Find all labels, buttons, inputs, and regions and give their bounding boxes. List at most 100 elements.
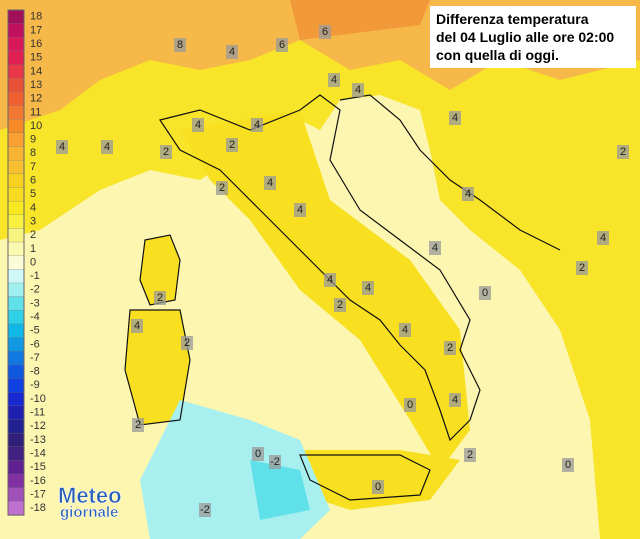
- peninsula: [180, 110, 470, 470]
- contour-label-box: [56, 140, 68, 154]
- contour-label: 4: [452, 112, 458, 124]
- contour-label-box: [174, 38, 186, 52]
- legend-swatch: [7, 487, 25, 503]
- contour-label: 2: [620, 146, 626, 158]
- contour-label-box: [334, 298, 346, 312]
- legend-label: 5: [30, 188, 36, 200]
- legend-label: 11: [30, 106, 41, 118]
- legend-label: 9: [30, 134, 36, 146]
- legend-swatch: [7, 378, 25, 393]
- contour-label-box: [252, 447, 264, 461]
- legend-label: -11: [30, 407, 45, 419]
- contour-label-box: [462, 187, 474, 201]
- legend-swatch: [7, 337, 25, 352]
- contour-label: 4: [195, 119, 201, 131]
- legend-label: 2: [30, 229, 36, 241]
- contour-label-box: [276, 38, 288, 52]
- legend-swatch: [7, 269, 25, 284]
- legend-label: -9: [30, 379, 40, 391]
- contour-label-box: [479, 286, 491, 300]
- legend-swatch: [7, 364, 25, 380]
- contour-label: 4: [355, 84, 361, 96]
- legend-label: -15: [30, 461, 46, 473]
- legend-swatch: [7, 501, 25, 516]
- contour-label-box: [404, 398, 416, 412]
- legend-label: -1: [30, 270, 40, 282]
- legend-swatch: [7, 64, 25, 79]
- contour-label-box: [319, 25, 331, 39]
- legend-swatch: [7, 405, 25, 421]
- title-box: [430, 6, 636, 68]
- contour-label: 2: [135, 419, 141, 431]
- contour-label: 2: [219, 182, 225, 194]
- contour-label-box: [269, 455, 281, 469]
- legend-swatch: [7, 132, 25, 148]
- contour-label: 0: [255, 448, 261, 460]
- legend-label: -3: [30, 297, 40, 309]
- contour-label-box: [251, 118, 263, 132]
- contour-label: 6: [279, 39, 285, 51]
- contour-label: 4: [365, 282, 371, 294]
- contour-label-box: [226, 138, 238, 152]
- legend-swatch: [7, 241, 25, 257]
- contour-label: 2: [157, 292, 163, 304]
- contour-label-box: [372, 480, 384, 494]
- contour-label: 2: [447, 342, 453, 354]
- contour-label-box: [264, 176, 276, 190]
- contour-label-box: [132, 418, 144, 432]
- contour-label: 0: [482, 287, 488, 299]
- contour-label: 2: [229, 139, 235, 151]
- legend-label: 8: [30, 147, 36, 159]
- legend-swatch: [7, 78, 25, 93]
- contour-label: -2: [200, 504, 210, 516]
- legend-label: 12: [30, 93, 42, 105]
- legend-label: -16: [30, 475, 46, 487]
- legend-label: 4: [30, 202, 36, 214]
- title-line: Differenza temperatura: [436, 11, 589, 27]
- legend-label: -13: [30, 434, 46, 446]
- coastline: [124, 94, 561, 501]
- legend-swatch: [7, 173, 25, 189]
- logo: Meteo: [58, 483, 122, 508]
- legend-swatch: [7, 282, 25, 298]
- contour-label-box: [324, 273, 336, 287]
- legend-label: -12: [30, 420, 46, 432]
- legend-swatch: [7, 446, 25, 462]
- contour-label: 4: [229, 46, 235, 58]
- legend-label: -10: [30, 393, 46, 405]
- contour-label: 4: [297, 204, 303, 216]
- contour-label: 4: [267, 177, 273, 189]
- legend-swatch: [7, 105, 25, 120]
- contour-label-box: [199, 503, 211, 517]
- contour-label: 8: [177, 39, 183, 51]
- contour-label-box: [101, 140, 113, 154]
- contour-label-box: [328, 73, 340, 87]
- contour-label: 2: [337, 299, 343, 311]
- contour-label-box: [294, 203, 306, 217]
- contour-label: 0: [407, 399, 413, 411]
- contour-label-box: [181, 336, 193, 350]
- legend-swatch: [7, 432, 25, 448]
- legend-label: -8: [30, 366, 40, 378]
- contour-label: 4: [600, 232, 606, 244]
- legend-label: -14: [30, 447, 46, 459]
- legend-swatch: [7, 119, 25, 134]
- legend-swatch: [7, 37, 25, 52]
- legend-label: 15: [30, 52, 42, 64]
- legend-swatch: [7, 159, 25, 175]
- legend-label: -7: [30, 352, 40, 364]
- legend-swatch: [7, 392, 25, 407]
- legend-label: -6: [30, 338, 40, 350]
- legend-swatch: [7, 187, 25, 202]
- contour-label: 4: [402, 324, 408, 336]
- contour-label-box: [399, 323, 411, 337]
- contour-label-box: [429, 241, 441, 255]
- contour-label: 4: [134, 320, 140, 332]
- contour-label-box: [226, 45, 238, 59]
- contour-label: 4: [432, 242, 438, 254]
- contour-label-box: [464, 448, 476, 462]
- legend-label: 16: [30, 38, 42, 50]
